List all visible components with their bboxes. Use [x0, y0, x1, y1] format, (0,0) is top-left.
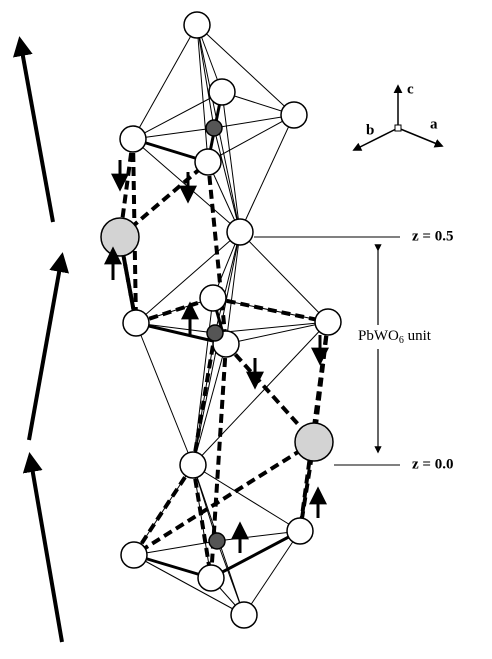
spins	[20, 40, 320, 642]
o-atom	[281, 102, 307, 128]
exchange-path	[226, 344, 314, 442]
bond	[197, 25, 294, 115]
moment-arrow	[30, 456, 62, 642]
o-atom	[209, 79, 235, 105]
bond	[193, 465, 300, 531]
page: {"axes": {"c": "c", "b": "b", "a": "a"},…	[0, 0, 492, 659]
annotations: c b a z = 0.5 z = 0.0 PbWO6 unit	[254, 81, 485, 472]
o-atom	[227, 219, 253, 245]
o-atom	[184, 12, 210, 38]
o-atom	[231, 602, 257, 628]
pb-atom	[101, 218, 139, 256]
bond	[240, 115, 294, 232]
w-atom	[209, 533, 225, 549]
unit-rest: unit	[404, 328, 432, 344]
moment-arrow	[29, 256, 62, 440]
unit-main: PbWO	[358, 328, 399, 344]
o-atom	[315, 309, 341, 335]
o-atom	[195, 149, 221, 175]
pb-atom	[295, 423, 333, 461]
o-atom	[123, 310, 149, 336]
o-atom	[200, 285, 226, 311]
w-atom	[207, 325, 223, 341]
level-upper: z = 0.5	[412, 228, 453, 244]
bond	[197, 25, 214, 128]
o-atom	[198, 565, 224, 591]
bond	[244, 531, 300, 615]
bond	[134, 555, 244, 615]
bond	[214, 128, 240, 232]
unit-label: PbWO6 unit	[358, 328, 432, 346]
bond	[226, 322, 328, 344]
bond	[240, 232, 328, 322]
axis-b: b	[366, 122, 374, 138]
o-atom	[180, 452, 206, 478]
structure-diagram: c b a z = 0.5 z = 0.0 PbWO6 unit	[0, 0, 492, 659]
moment-arrow	[20, 40, 53, 222]
decoration	[354, 128, 398, 150]
axis-a: a	[430, 116, 438, 132]
decoration	[395, 125, 401, 131]
o-atom	[120, 126, 146, 152]
bond	[136, 323, 193, 465]
w-atom	[206, 120, 222, 136]
o-atom	[121, 542, 147, 568]
o-atom	[287, 518, 313, 544]
bond	[215, 322, 328, 333]
axis-c: c	[407, 81, 414, 97]
bond	[222, 92, 240, 232]
atoms	[101, 12, 341, 628]
level-lower: z = 0.0	[412, 456, 453, 472]
bond	[197, 25, 208, 162]
